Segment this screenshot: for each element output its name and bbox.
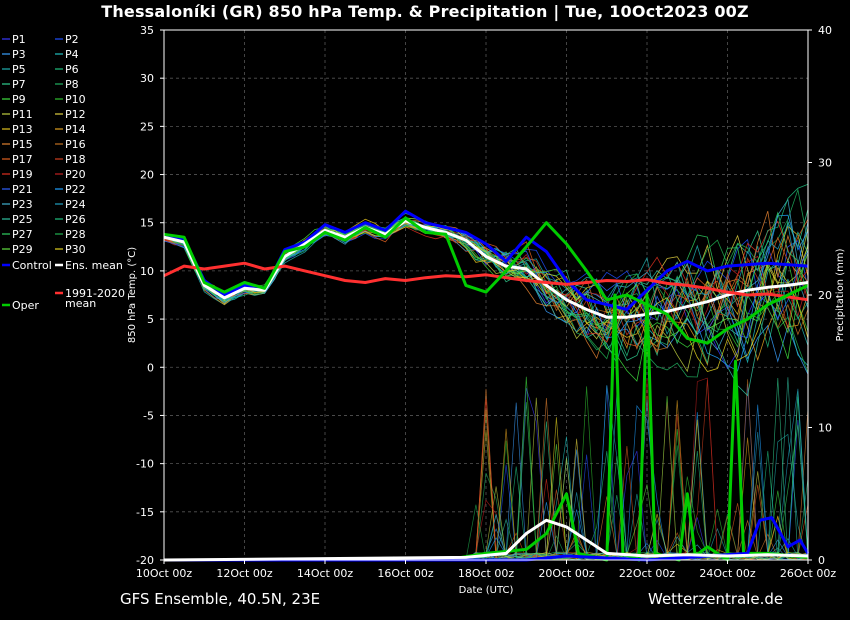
series-line-oper <box>163 216 809 345</box>
legend-label: P6 <box>65 63 79 76</box>
legend-label: P7 <box>12 78 26 91</box>
legend-label: P9 <box>12 93 26 106</box>
x-tick-label: 14Oct 00z <box>297 567 354 580</box>
y-tick-label: 20 <box>140 169 154 182</box>
y-tick-label: 25 <box>140 120 154 133</box>
y2-tick-label: 30 <box>818 157 832 170</box>
legend-label: P21 <box>12 183 33 196</box>
legend-label: mean <box>65 297 96 310</box>
legend-label: P30 <box>65 243 86 256</box>
legend-label: P2 <box>65 33 79 46</box>
ensemble-member-line-p5 <box>163 218 809 346</box>
y2-tick-label: 0 <box>818 554 825 567</box>
x-tick-label: 22Oct 00z <box>619 567 676 580</box>
x-tick-label: 26Oct 00z <box>780 567 837 580</box>
x-tick-label: 24Oct 00z <box>699 567 756 580</box>
legend: P1 P2 P3 P4 P5 P6 P7 P8 P9 P10 P11 P12 P13 P14 P15 P16 P… <box>2 33 125 312</box>
legend-label: P22 <box>65 183 86 196</box>
x-axis-label: Date (UTC) <box>459 585 514 596</box>
legend-label: P25 <box>12 213 33 226</box>
legend-label: P8 <box>65 78 79 91</box>
legend-label: P12 <box>65 108 86 121</box>
legend-label: P23 <box>12 198 33 211</box>
series-lines <box>163 209 810 562</box>
legend-label: P29 <box>12 243 33 256</box>
legend-label: P4 <box>65 48 79 61</box>
legend-label: P28 <box>65 228 86 241</box>
x-tick-label: 18Oct 00z <box>458 567 515 580</box>
y2-axis-label: Precipitation (mm) <box>835 248 846 341</box>
legend-label: Ens. mean <box>65 259 123 272</box>
y-tick-label: 5 <box>147 313 154 326</box>
legend-label: P19 <box>12 168 33 181</box>
y2-tick-label: 10 <box>818 422 832 435</box>
series-line-ens-mean-precipitation <box>163 518 809 562</box>
y-tick-label: -20 <box>136 554 154 567</box>
legend-label: P24 <box>65 198 86 211</box>
y-tick-label: 10 <box>140 265 154 278</box>
legend-label: Control <box>12 259 52 272</box>
legend-label: P18 <box>65 153 86 166</box>
legend-label: P11 <box>12 108 33 121</box>
ensemble-member-line-p18 <box>163 219 809 341</box>
legend-label: P14 <box>65 123 86 136</box>
legend-label: P20 <box>65 168 86 181</box>
y-tick-label: -5 <box>143 409 154 422</box>
series-line-oper-precipitation <box>164 293 809 562</box>
legend-label: P27 <box>12 228 33 241</box>
footer-source: Wetterzentrale.de <box>648 590 784 608</box>
y-tick-label: 30 <box>140 72 154 85</box>
legend-label: P3 <box>12 48 26 61</box>
legend-label: P10 <box>65 93 86 106</box>
y-tick-label: -15 <box>136 506 154 519</box>
legend-label: 1991-2020 <box>65 287 125 300</box>
legend-label: Oper <box>12 299 39 312</box>
legend-label: P1 <box>12 33 26 46</box>
x-tick-label: 20Oct 00z <box>538 567 595 580</box>
series-line-control-precipitation <box>164 516 810 562</box>
chart-title: Thessaloníki (GR) 850 hPa Temp. & Precip… <box>101 2 749 21</box>
x-tick-label: 10Oct 00z <box>136 567 193 580</box>
legend-label: P15 <box>12 138 33 151</box>
y-tick-label: -10 <box>136 458 154 471</box>
y-axis-label: 850 hPa Temp. (°C) <box>127 247 138 343</box>
y-tick-label: 0 <box>147 361 154 374</box>
axes: 35 30 25 20 15 10 5 0 -5 -10 -15 -20 40 30 20 10 0 10Oct … <box>127 24 846 596</box>
y-tick-label: 15 <box>140 217 154 230</box>
x-tick-label: 16Oct 00z <box>377 567 434 580</box>
y-tick-label: 35 <box>140 24 154 37</box>
y2-tick-label: 40 <box>818 24 832 37</box>
y2-tick-label: 20 <box>818 289 832 302</box>
legend-label: P13 <box>12 123 33 136</box>
legend-label: P17 <box>12 153 33 166</box>
x-tick-label: 12Oct 00z <box>216 567 273 580</box>
series-line-1991-2020-mean <box>163 261 809 302</box>
legend-label: P16 <box>65 138 86 151</box>
legend-label: P26 <box>65 213 86 226</box>
legend-label: P5 <box>12 63 26 76</box>
footer-model-info: GFS Ensemble, 40.5N, 23E <box>120 590 321 608</box>
